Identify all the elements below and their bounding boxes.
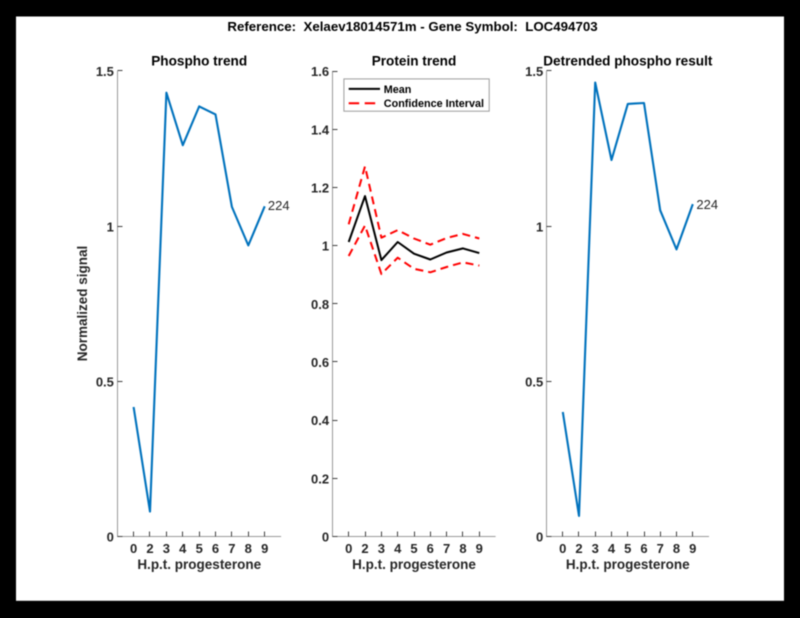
svg-text:6: 6: [212, 541, 219, 556]
svg-text:Mean: Mean: [384, 84, 412, 96]
svg-text:7: 7: [443, 541, 450, 556]
svg-text:7: 7: [657, 541, 664, 556]
svg-text:0.4: 0.4: [311, 413, 330, 428]
svg-text:1: 1: [536, 219, 543, 234]
svg-text:224: 224: [268, 198, 290, 213]
svg-text:Protein trend: Protein trend: [372, 53, 457, 68]
svg-text:8: 8: [673, 541, 680, 556]
svg-text:5: 5: [196, 541, 203, 556]
svg-text:1.5: 1.5: [96, 64, 114, 79]
svg-text:0.2: 0.2: [311, 471, 329, 486]
svg-text:224: 224: [696, 197, 718, 212]
svg-text:H.p.t. progesterone: H.p.t. progesterone: [137, 557, 261, 572]
svg-text:0: 0: [130, 541, 137, 556]
svg-text:5: 5: [624, 541, 631, 556]
svg-text:1.6: 1.6: [311, 64, 329, 79]
svg-text:2: 2: [361, 541, 368, 556]
svg-text:1: 1: [107, 219, 114, 234]
svg-text:3: 3: [163, 541, 170, 556]
svg-text:0.5: 0.5: [525, 375, 543, 390]
svg-text:0.5: 0.5: [96, 375, 114, 390]
svg-text:5: 5: [410, 541, 417, 556]
svg-text:3: 3: [378, 541, 385, 556]
svg-text:9: 9: [261, 541, 268, 556]
svg-text:0: 0: [107, 530, 114, 545]
svg-text:9: 9: [689, 541, 696, 556]
svg-text:2: 2: [575, 541, 582, 556]
svg-text:0: 0: [559, 541, 566, 556]
svg-text:1.4: 1.4: [311, 122, 330, 137]
svg-text:Confidence Interval: Confidence Interval: [384, 98, 484, 110]
svg-text:Detrended phospho result: Detrended phospho result: [543, 53, 713, 68]
svg-text:H.p.t. progesterone: H.p.t. progesterone: [566, 557, 690, 572]
svg-text:2: 2: [146, 541, 153, 556]
svg-text:Reference: Xelaev18014571m -: Reference: Xelaev18014571m - Gene Symbol…: [227, 19, 597, 34]
svg-text:1: 1: [322, 239, 329, 254]
svg-text:3: 3: [592, 541, 599, 556]
svg-text:0: 0: [345, 541, 352, 556]
svg-text:4: 4: [394, 541, 402, 556]
svg-text:1.2: 1.2: [311, 181, 329, 196]
svg-text:0.8: 0.8: [311, 297, 329, 312]
svg-text:9: 9: [476, 541, 483, 556]
svg-text:0: 0: [322, 530, 329, 545]
svg-text:8: 8: [459, 541, 466, 556]
svg-text:6: 6: [640, 541, 647, 556]
svg-text:0.6: 0.6: [311, 355, 329, 370]
svg-text:6: 6: [427, 541, 434, 556]
svg-text:0: 0: [536, 530, 543, 545]
svg-text:Normalized signal: Normalized signal: [75, 246, 90, 362]
svg-text:H.p.t. progesterone: H.p.t. progesterone: [352, 557, 476, 572]
svg-text:8: 8: [245, 541, 252, 556]
svg-text:4: 4: [608, 541, 616, 556]
svg-text:1.5: 1.5: [525, 64, 543, 79]
svg-text:4: 4: [179, 541, 187, 556]
svg-text:7: 7: [228, 541, 235, 556]
svg-text:Phospho trend: Phospho trend: [151, 53, 247, 68]
